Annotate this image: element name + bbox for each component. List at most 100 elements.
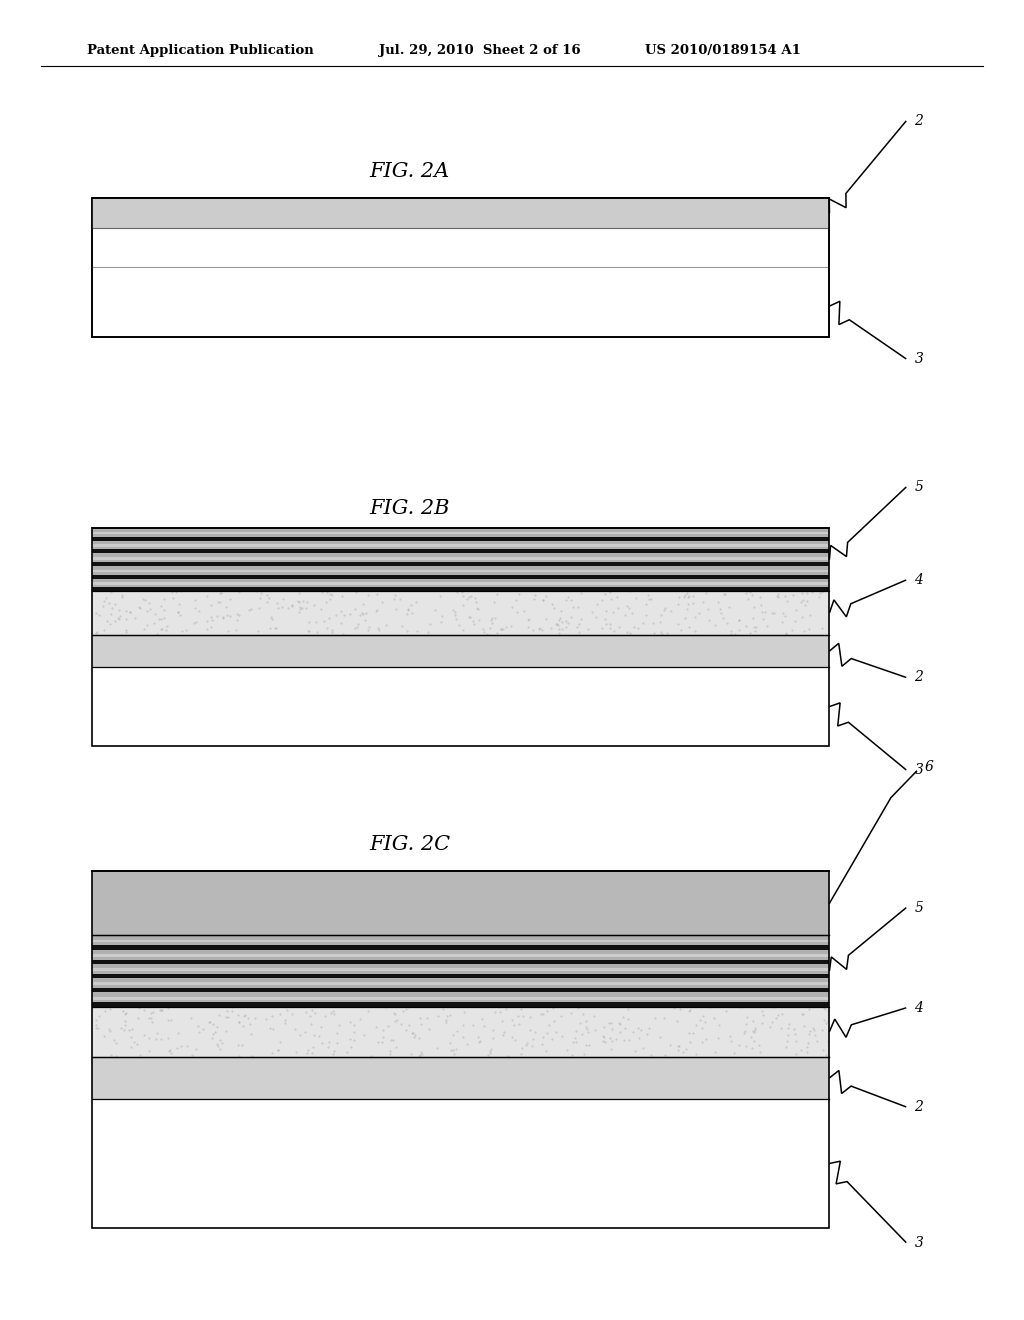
Point	[295, 590, 311, 611]
Point	[202, 1011, 218, 1032]
Point	[156, 599, 172, 620]
Point	[586, 1005, 602, 1026]
Bar	[92, 1100, 829, 1228]
Point	[299, 591, 315, 612]
Text: 5: 5	[914, 900, 924, 915]
Point	[336, 605, 352, 626]
Point	[154, 1001, 170, 1022]
Point	[369, 583, 385, 605]
Point	[602, 618, 618, 639]
Point	[160, 1010, 176, 1031]
Bar	[92, 668, 829, 746]
Point	[565, 1031, 582, 1052]
Point	[221, 605, 238, 626]
Point	[117, 1014, 133, 1035]
Point	[156, 607, 172, 628]
Point	[707, 1041, 723, 1063]
Point	[685, 1023, 701, 1044]
Point	[229, 1034, 246, 1055]
Point	[349, 614, 366, 635]
Point	[102, 603, 119, 624]
Point	[118, 601, 134, 622]
Point	[712, 598, 728, 619]
Point	[641, 589, 657, 610]
Point	[718, 1001, 734, 1022]
Point	[787, 1043, 804, 1064]
Point	[292, 597, 308, 618]
Point	[271, 1003, 288, 1024]
Point	[764, 1011, 780, 1032]
Point	[476, 1015, 493, 1036]
Point	[142, 1007, 159, 1028]
Point	[101, 593, 118, 614]
Point	[90, 1006, 106, 1027]
Point	[700, 609, 717, 630]
Point	[168, 582, 184, 603]
Point	[640, 583, 656, 605]
Point	[804, 581, 820, 602]
Point	[643, 589, 659, 610]
Point	[488, 583, 505, 605]
Point	[701, 997, 718, 1018]
Point	[551, 622, 567, 643]
Bar	[92, 871, 829, 1228]
Point	[132, 597, 148, 618]
Text: Jul. 29, 2010  Sheet 2 of 16: Jul. 29, 2010 Sheet 2 of 16	[379, 44, 581, 57]
Point	[292, 599, 308, 620]
Point	[483, 1038, 500, 1059]
Point	[153, 1028, 169, 1049]
Point	[620, 1008, 636, 1030]
Point	[306, 1003, 323, 1024]
Point	[185, 612, 202, 634]
Point	[342, 1011, 358, 1032]
Point	[527, 585, 544, 606]
Point	[379, 1015, 395, 1036]
Point	[101, 999, 118, 1020]
Point	[731, 619, 748, 640]
Point	[147, 1028, 164, 1049]
Point	[611, 1022, 628, 1043]
Point	[313, 581, 330, 602]
Point	[758, 602, 774, 623]
Point	[587, 1019, 603, 1040]
Point	[794, 582, 810, 603]
Point	[414, 1044, 430, 1065]
Point	[217, 1020, 233, 1041]
Point	[308, 611, 325, 632]
Point	[308, 620, 325, 642]
Point	[513, 1044, 529, 1065]
Point	[818, 1044, 835, 1065]
Point	[754, 602, 770, 623]
Point	[766, 997, 782, 1018]
Point	[318, 582, 335, 603]
Point	[731, 610, 748, 631]
Point	[118, 1002, 134, 1023]
Point	[815, 1039, 831, 1060]
Point	[558, 611, 574, 632]
Point	[671, 586, 687, 607]
Point	[159, 619, 175, 640]
Point	[554, 618, 570, 639]
Point	[570, 614, 587, 635]
Point	[266, 616, 283, 638]
Point	[563, 589, 580, 610]
Point	[682, 1031, 698, 1052]
Point	[186, 590, 203, 611]
Point	[597, 583, 613, 605]
Point	[138, 601, 155, 622]
Point	[536, 590, 552, 611]
Point	[681, 585, 697, 606]
Point	[627, 1040, 643, 1061]
Point	[553, 601, 569, 622]
Point	[488, 623, 505, 644]
Text: 5: 5	[914, 480, 924, 494]
Point	[298, 598, 314, 619]
Text: 3: 3	[914, 352, 924, 366]
Point	[740, 589, 757, 610]
Point	[598, 614, 614, 635]
Point	[213, 583, 229, 605]
Point	[187, 611, 204, 632]
Point	[786, 1018, 803, 1039]
Point	[493, 1001, 509, 1022]
Point	[816, 997, 833, 1018]
